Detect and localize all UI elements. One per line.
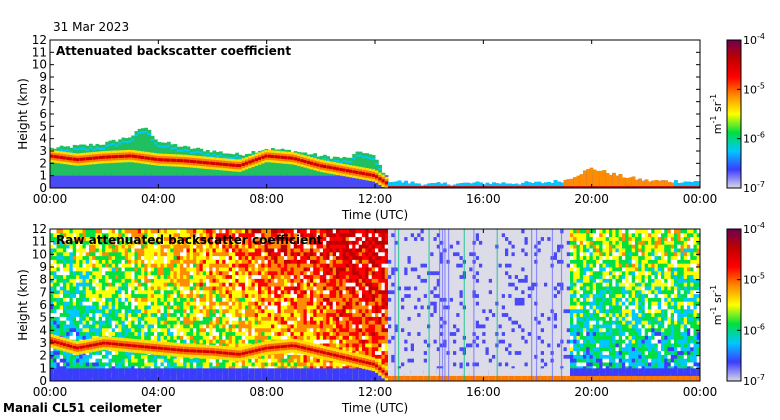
y-tick-label: 8: [39, 82, 47, 96]
y-tick-label: 6: [39, 107, 47, 121]
colorbar-gradient: [726, 228, 742, 382]
x-tick-label: 12:00: [358, 192, 393, 206]
colorbar-tick-label: 10-5: [743, 81, 765, 96]
y-tick-label: 4: [39, 132, 47, 146]
y-tick-label: 8: [39, 273, 47, 287]
y-axis-label: Height (km): [16, 78, 30, 149]
x-axis-label: Time (UTC): [341, 208, 408, 222]
x-tick-label: 16:00: [466, 192, 501, 206]
colorbar-tick-label: 10-6: [743, 322, 765, 337]
x-tick-label: 00:00: [33, 385, 68, 399]
y-tick-label: 3: [39, 144, 47, 158]
y-tick-label: 4: [39, 323, 47, 337]
colorbar-unit-label: m-1 sr-1: [709, 285, 724, 325]
colorbar-gradient: [726, 39, 742, 189]
x-axis-label: Time (UTC): [341, 401, 408, 415]
colorbar-tick-label: 10-4: [743, 221, 765, 236]
colorbar: 10-7 10-6 10-5 10-4 m-1 sr-1: [709, 221, 765, 388]
heatmap: [50, 127, 700, 188]
colorbar: 10-7 10-6 10-5 10-4 m-1 sr-1: [709, 32, 765, 195]
heatmap: [50, 229, 700, 381]
x-tick-label: 04:00: [141, 192, 176, 206]
y-axis-label: Height (km): [16, 269, 30, 340]
y-tick-label: 0: [39, 374, 47, 388]
y-tick-label: 3: [39, 336, 47, 350]
y-tick-label: 10: [32, 247, 47, 261]
x-tick-label: 08:00: [249, 192, 284, 206]
y-tick-label: 7: [39, 95, 47, 109]
colorbar-tick-label: 10-5: [743, 272, 765, 287]
y-tick-label: 9: [39, 260, 47, 274]
panel-attenuated-backscatter: Attenuated backscatter coefficient012345…: [16, 32, 765, 222]
colorbar-tick-label: 10-7: [743, 373, 765, 388]
colorbar-tick-label: 10-4: [743, 32, 765, 47]
y-tick-label: 5: [39, 311, 47, 325]
x-tick-label: 00:00: [683, 192, 718, 206]
y-tick-label: 11: [32, 45, 47, 59]
colorbar-tick-label: 10-7: [743, 180, 765, 195]
x-tick-label: 08:00: [249, 385, 284, 399]
y-tick-label: 1: [39, 361, 47, 375]
y-tick-label: 9: [39, 70, 47, 84]
station-label: Manali CL51 ceilometer: [3, 401, 162, 415]
y-tick-label: 12: [32, 222, 47, 236]
x-tick-label: 00:00: [683, 385, 718, 399]
panel-title: Raw attenuated backscatter coefficient: [56, 233, 323, 247]
x-tick-label: 20:00: [574, 192, 609, 206]
x-tick-label: 20:00: [574, 385, 609, 399]
y-tick-label: 11: [32, 235, 47, 249]
y-tick-label: 6: [39, 298, 47, 312]
y-tick-label: 5: [39, 119, 47, 133]
y-tick-label: 7: [39, 285, 47, 299]
y-tick-label: 2: [39, 349, 47, 363]
y-tick-label: 0: [39, 181, 47, 195]
y-tick-label: 1: [39, 169, 47, 183]
x-tick-label: 16:00: [466, 385, 501, 399]
date-label: 31 Mar 2023: [53, 20, 130, 34]
colorbar-tick-label: 10-6: [743, 131, 765, 146]
x-tick-label: 12:00: [358, 385, 393, 399]
y-tick-label: 12: [32, 33, 47, 47]
colorbar-unit-label: m-1 sr-1: [709, 94, 724, 134]
panel-title: Attenuated backscatter coefficient: [56, 44, 291, 58]
x-tick-label: 04:00: [141, 385, 176, 399]
y-tick-label: 10: [32, 58, 47, 72]
x-tick-label: 00:00: [33, 192, 68, 206]
panel-raw-attenuated-backscatter: Raw attenuated backscatter coefficient01…: [16, 221, 765, 415]
y-tick-label: 2: [39, 156, 47, 170]
